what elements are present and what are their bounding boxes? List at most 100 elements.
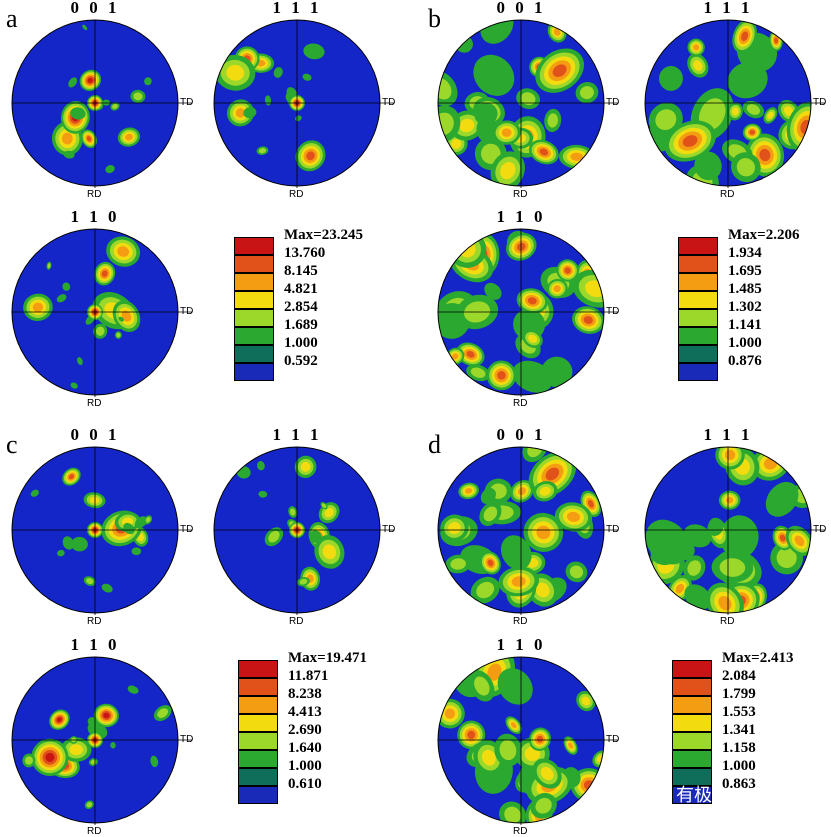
- legend-swatch: [234, 255, 274, 273]
- td-axis-label: TD: [180, 524, 194, 535]
- legend-swatch: [238, 732, 278, 750]
- legend-swatch: [234, 309, 274, 327]
- legend-swatch: [234, 273, 274, 291]
- pole-figure: [437, 228, 618, 397]
- panel-letter: b: [428, 4, 441, 33]
- pole-figure-title: 1 1 0: [496, 635, 546, 654]
- legend-level-label: 2.854: [284, 299, 318, 315]
- legend-max-label: Max=23.245: [284, 227, 363, 243]
- legend-level-label: 8.145: [284, 263, 318, 279]
- pole-figure: [644, 19, 825, 188]
- legend-level-label: 4.413: [288, 704, 322, 720]
- legend-level-label: 1.141: [728, 317, 762, 333]
- td-axis-label: TD: [606, 97, 620, 108]
- legend-level-label: 0.876: [728, 353, 762, 369]
- legend-swatch: [672, 750, 712, 768]
- legend-swatch: [672, 678, 712, 696]
- legend-swatch: [678, 309, 718, 327]
- rd-axis-label: RD: [87, 826, 102, 837]
- legend-level-label: 1.000: [728, 335, 762, 351]
- pole-figure: [644, 446, 825, 615]
- legend-level-label: 13.760: [284, 245, 326, 261]
- pole-figure-title: 0 0 1: [496, 0, 546, 17]
- rd-axis-label: RD: [87, 189, 102, 200]
- legend-swatch: [238, 750, 278, 768]
- pole-figure: [11, 19, 192, 188]
- legend-swatch: [238, 678, 278, 696]
- rd-axis-label: RD: [513, 189, 528, 200]
- legend-level-label: 0.610: [288, 776, 322, 792]
- legend-max-label: Max=19.471: [288, 650, 367, 666]
- legend-level-label: 11.871: [288, 668, 329, 684]
- pole-figure-title: 1 1 0: [70, 635, 120, 654]
- legend-swatch: [672, 660, 712, 678]
- legend-level-label: 1.485: [728, 281, 762, 297]
- legend-swatch: [238, 786, 278, 804]
- rd-axis-label: RD: [720, 189, 735, 200]
- pole-figure-title: 0 0 1: [496, 425, 546, 444]
- pole-figure-title: 1 1 1: [703, 425, 753, 444]
- legend-swatch: [234, 291, 274, 309]
- td-axis-label: TD: [180, 734, 194, 745]
- td-axis-label: TD: [813, 524, 827, 535]
- td-axis-label: TD: [180, 306, 194, 317]
- panel-letter: c: [6, 430, 18, 459]
- td-axis-label: TD: [382, 524, 396, 535]
- legend-level-label: 1.689: [284, 317, 318, 333]
- legend-swatch: [678, 237, 718, 255]
- legend-swatch: [238, 660, 278, 678]
- legend-swatch: [672, 714, 712, 732]
- legend-swatch: [672, 768, 712, 786]
- pole-figure-title: 1 1 1: [703, 0, 753, 17]
- pole-figure: [437, 19, 618, 188]
- legend-swatch: [672, 732, 712, 750]
- legend-level-label: 0.592: [284, 353, 318, 369]
- rd-axis-label: RD: [289, 189, 304, 200]
- pole-figure-title: 1 1 1: [272, 0, 322, 17]
- pole-figure-title: 0 0 1: [70, 425, 120, 444]
- watermark-text: 有极: [676, 785, 712, 806]
- legend-level-label: 1.000: [284, 335, 318, 351]
- legend-swatch: [238, 714, 278, 732]
- rd-axis-label: RD: [513, 616, 528, 627]
- legend-swatch: [678, 291, 718, 309]
- rd-axis-label: RD: [289, 616, 304, 627]
- pole-figure: [11, 228, 192, 397]
- pole-figure: [213, 446, 394, 615]
- rd-axis-label: RD: [87, 398, 102, 409]
- legend-level-label: 1.695: [728, 263, 762, 279]
- legend-swatch: [238, 696, 278, 714]
- legend-swatch: [234, 363, 274, 381]
- pole-figure: [437, 446, 618, 615]
- legend-swatch: [672, 696, 712, 714]
- pole-figure: [11, 656, 192, 825]
- legend-swatch: [234, 327, 274, 345]
- panel-letter: a: [6, 4, 18, 33]
- legend-swatch: [678, 273, 718, 291]
- legend-level-label: 1.799: [722, 686, 756, 702]
- legend-level-label: 4.821: [284, 281, 318, 297]
- legend-swatch: [234, 345, 274, 363]
- td-axis-label: TD: [180, 97, 194, 108]
- rd-axis-label: RD: [513, 398, 528, 409]
- pole-figure-title: 1 1 0: [496, 207, 546, 226]
- legend-max-label: Max=2.206: [728, 227, 800, 243]
- rd-axis-label: RD: [513, 826, 528, 837]
- legend-swatch: [678, 363, 718, 381]
- legend-swatch: [678, 255, 718, 273]
- legend-level-label: 1.341: [722, 722, 756, 738]
- legend-level-label: 1.000: [288, 758, 322, 774]
- legend-level-label: 0.863: [722, 776, 756, 792]
- rd-axis-label: RD: [720, 616, 735, 627]
- legend-level-label: 1.158: [722, 740, 756, 756]
- td-axis-label: TD: [606, 524, 620, 535]
- legend-level-label: 1.000: [722, 758, 756, 774]
- legend-swatch: [672, 786, 712, 804]
- legend-level-label: 1.302: [728, 299, 762, 315]
- td-axis-label: TD: [606, 734, 620, 745]
- legend-level-label: 1.640: [288, 740, 322, 756]
- legend-level-label: 2.690: [288, 722, 322, 738]
- legend-level-label: 1.553: [722, 704, 756, 720]
- legend-level-label: 8.238: [288, 686, 322, 702]
- legend-level-label: 2.084: [722, 668, 756, 684]
